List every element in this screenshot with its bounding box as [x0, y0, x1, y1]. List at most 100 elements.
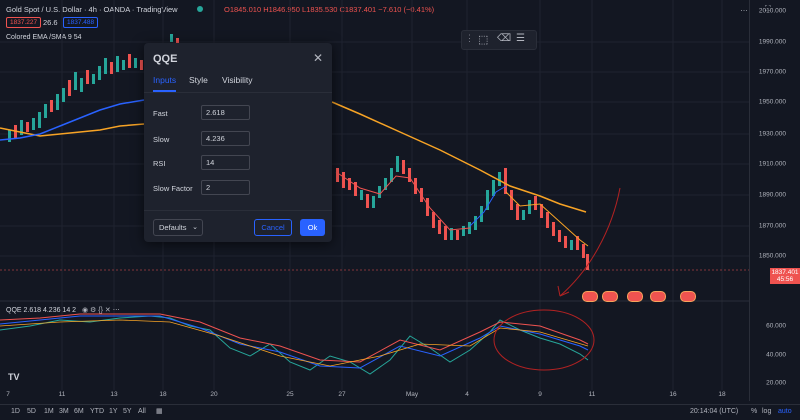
- tab-inputs[interactable]: Inputs: [153, 75, 177, 85]
- annotation-arrow: [559, 187, 621, 297]
- range-1d[interactable]: 1D: [11, 408, 20, 415]
- price-tick: 1870.000: [758, 222, 786, 230]
- sma-line-right: [331, 101, 587, 213]
- sma-line-left: [0, 123, 145, 137]
- slow-input[interactable]: 4.236: [201, 131, 250, 146]
- price-chart[interactable]: [0, 0, 750, 404]
- log-toggle[interactable]: log: [762, 408, 772, 415]
- price-tick: 1970.000: [758, 68, 786, 76]
- time-tick: 18: [159, 391, 167, 398]
- slow-factor-label: Slow Factor: [153, 184, 193, 193]
- eraser-icon[interactable]: ⌫: [497, 33, 512, 44]
- defaults-label: Defaults: [159, 223, 187, 232]
- ema-line-right: [469, 185, 507, 227]
- grid-lines: [0, 0, 750, 390]
- calendar-icon[interactable]: ▦: [156, 408, 163, 415]
- candles-right: [336, 156, 589, 270]
- more-icon[interactable]: …: [740, 4, 748, 13]
- divider: [144, 92, 332, 93]
- clock[interactable]: 20:14:04 (UTC): [690, 408, 739, 415]
- time-tick: 4: [465, 391, 469, 398]
- spread: 26.6: [43, 18, 58, 27]
- fast-label: Fast: [153, 109, 168, 118]
- select-box-icon[interactable]: ⬚: [478, 34, 489, 46]
- chart-settings-icon[interactable]: ⛶: [765, 4, 771, 13]
- annotation-ellipse: [493, 309, 595, 371]
- range-ytd[interactable]: YTD: [90, 408, 104, 415]
- oscillator-label[interactable]: QQE 2.618 4.236 14 2: [6, 307, 77, 314]
- bar-countdown: 45:56: [776, 276, 794, 283]
- ohlc-readout: O1845.010 H1846.950 L1835.530 C1837.401 …: [224, 5, 435, 14]
- ask-price[interactable]: 1837.488: [63, 17, 99, 28]
- range-1y[interactable]: 1Y: [109, 408, 118, 415]
- candles-left: [8, 34, 179, 142]
- dialog-title: QQE: [153, 53, 178, 65]
- drag-handle-icon[interactable]: ⋮: [465, 33, 474, 43]
- slow-factor-input[interactable]: 2: [201, 180, 250, 195]
- qqe-oscillator: [0, 313, 589, 375]
- time-tick: 13: [110, 391, 118, 398]
- qqe-settings-dialog: QQE ✕ Inputs Style Visibility Fast 2.618…: [144, 43, 332, 242]
- oscillator-controls[interactable]: ◉ ⚙ {} ✕ ⋯: [82, 307, 120, 314]
- time-tick: May: [405, 391, 419, 398]
- bid-price[interactable]: 1837.227: [6, 17, 42, 28]
- current-price-label: 1837.401 45:56: [770, 268, 800, 284]
- time-tick: 11: [58, 391, 66, 398]
- market-open-dot: [197, 6, 203, 12]
- osc-tick: 40.000: [766, 351, 786, 359]
- event-flag[interactable]: [650, 291, 666, 302]
- auto-toggle[interactable]: auto: [778, 408, 792, 415]
- tab-visibility[interactable]: Visibility: [222, 75, 253, 85]
- ema-line-right-orange: [505, 191, 589, 247]
- close-icon[interactable]: ✕: [312, 51, 323, 65]
- price-tick: 1930.000: [758, 130, 786, 138]
- time-tick: 9: [538, 391, 542, 398]
- cancel-button[interactable]: Cancel: [254, 219, 292, 236]
- range-6m[interactable]: 6M: [74, 408, 84, 415]
- ema-line-left: [0, 99, 145, 141]
- chevron-down-icon: ⌄: [192, 224, 198, 231]
- price-tick: 1990.000: [758, 38, 786, 46]
- event-flag[interactable]: [627, 291, 643, 302]
- tab-style[interactable]: Style: [189, 75, 208, 85]
- time-tick: 7: [6, 391, 10, 398]
- price-tick: 1910.000: [758, 160, 786, 168]
- list-icon[interactable]: ☰: [516, 33, 525, 44]
- range-5y[interactable]: 5Y: [123, 408, 132, 415]
- tradingview-logo: TV: [8, 372, 20, 382]
- event-flag[interactable]: [680, 291, 696, 302]
- range-3m[interactable]: 3M: [59, 408, 69, 415]
- defaults-dropdown[interactable]: Defaults ⌄: [153, 219, 203, 236]
- divider: [144, 210, 332, 211]
- fast-input[interactable]: 2.618: [201, 105, 250, 120]
- ok-button[interactable]: Ok: [300, 219, 325, 236]
- price-tick: 1850.000: [758, 252, 786, 260]
- symbol-title[interactable]: Gold Spot / U.S. Dollar · 4h · OANDA · T…: [6, 5, 178, 14]
- price-tick: 1890.000: [758, 191, 786, 199]
- price-axis[interactable]: 2010.000 1990.000 1970.000 1950.000 1930…: [749, 0, 800, 401]
- range-all[interactable]: All: [138, 408, 146, 415]
- osc-tick: 60.000: [766, 322, 786, 330]
- price-tick: 1950.000: [758, 98, 786, 106]
- floating-drawing-toolbar: ⋮ ⬚ ⌫ ☰: [461, 30, 537, 50]
- slow-label: Slow: [153, 135, 170, 144]
- time-tick: 16: [669, 391, 677, 398]
- current-price: 1837.401: [771, 269, 799, 276]
- time-tick: 18: [718, 391, 726, 398]
- range-5d[interactable]: 5D: [27, 408, 36, 415]
- time-tick: 25: [286, 391, 294, 398]
- percent-toggle[interactable]: %: [751, 408, 758, 415]
- range-1m[interactable]: 1M: [44, 408, 54, 415]
- event-flag[interactable]: [582, 291, 598, 302]
- osc-tick: 20.000: [766, 379, 786, 387]
- time-tick: 11: [588, 391, 596, 398]
- time-tick: 20: [210, 391, 218, 398]
- indicator-label[interactable]: Colored EMA /SMA 9 54: [6, 34, 82, 41]
- price-tick: 2010.000: [758, 7, 786, 15]
- active-tab-indicator: [153, 90, 176, 92]
- rsi-input[interactable]: 14: [201, 155, 250, 170]
- rsi-label: RSI: [153, 159, 166, 168]
- bottom-toolbar: 1D 5D 1M 3M 6M YTD 1Y 5Y All ▦ 20:14:04 …: [0, 404, 800, 420]
- event-flag[interactable]: [602, 291, 618, 302]
- ema-line-right-red: [335, 171, 471, 231]
